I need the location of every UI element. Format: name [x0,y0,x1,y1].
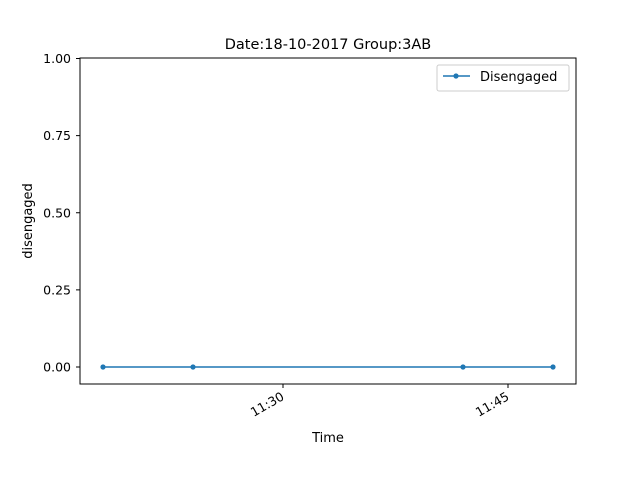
legend-box [436,64,570,92]
legend-series-label: Disengaged [480,70,557,85]
y-tick-label: 0.50 [43,205,71,220]
y-axis-label: disengaged [21,183,36,259]
y-axis-ticks: 0.00 0.25 0.50 0.75 1.00 [43,51,80,375]
y-tick-label: 0.00 [43,360,71,375]
data-point [190,364,196,370]
y-tick-label: 0.25 [43,282,71,297]
legend-series-marker [453,73,459,79]
y-tick-label: 0.75 [43,128,71,143]
plot-area-frame [79,57,577,385]
data-point [100,364,106,370]
x-axis-label: Time [311,431,344,446]
chart-title: Date:18-10-2017 Group:3AB [225,37,432,53]
series-layer [100,364,556,370]
y-tick-label: 1.00 [43,51,71,66]
data-point [460,364,466,370]
legend: Disengaged [436,64,570,92]
data-point [550,364,556,370]
